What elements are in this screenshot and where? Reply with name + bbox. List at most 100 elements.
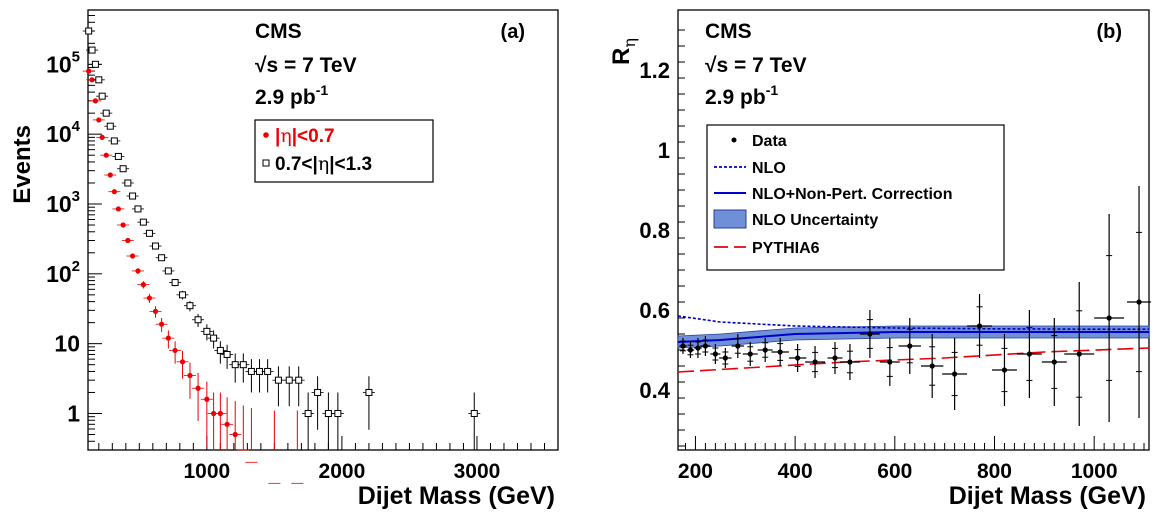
data-point — [129, 192, 137, 200]
nlo-curve — [677, 315, 1149, 331]
data-marker — [735, 343, 741, 349]
data-point — [204, 396, 210, 402]
data-point — [211, 410, 217, 417]
data-point — [274, 376, 282, 384]
data-point — [195, 385, 201, 391]
panel-b-experiment-label: CMS — [705, 20, 752, 43]
data-point — [120, 222, 126, 228]
data-point — [159, 321, 165, 327]
data-point — [216, 346, 224, 354]
data-point — [304, 409, 312, 417]
data-point — [88, 46, 96, 54]
data-marker — [952, 371, 958, 377]
panel-b: 200 400 600 800 1000 0.4 0.6 0.8 1 1.2 Dijet Mas… — [608, 9, 1152, 510]
y-tick-label: 105 — [46, 48, 80, 77]
data-point — [99, 134, 105, 140]
panel-b-y-axis-label: Rη — [608, 38, 639, 65]
panel-a-lumi-label: 2.9 pb-1 — [255, 82, 328, 109]
data-point — [217, 410, 223, 417]
panel-a-legend-box — [254, 119, 434, 183]
panel-b-curves — [677, 315, 1150, 373]
data-point — [1094, 214, 1125, 422]
legend-forward-pre: 0.7<| — [275, 154, 318, 175]
data-point — [110, 137, 118, 145]
data-point — [146, 295, 153, 301]
x-tick-label: 200 — [678, 460, 713, 483]
legend-central-pre: | — [275, 126, 280, 147]
data-point — [771, 338, 789, 366]
data-point — [152, 242, 160, 250]
data-point — [731, 334, 745, 358]
data-marker — [712, 351, 718, 357]
data-marker — [680, 343, 686, 349]
data-point — [125, 237, 131, 244]
data-point — [92, 98, 99, 104]
panel-b-legend: Data NLO NLO+Non-Pert. Correction NLO Un… — [706, 124, 1005, 271]
data-point — [98, 92, 106, 100]
y-label-sub: η — [620, 38, 639, 48]
legend-data-marker — [731, 137, 737, 143]
panel-a-energy-label: √s = 7 TeV — [255, 54, 357, 77]
legend-central-eta: η — [280, 125, 291, 147]
data-point — [1127, 186, 1152, 418]
data-point — [239, 361, 247, 369]
panel-b-ticks — [678, 29, 1145, 450]
data-point — [86, 68, 92, 74]
data-point — [879, 338, 900, 386]
legend-band-swatch — [713, 209, 747, 229]
data-point — [102, 109, 110, 117]
lumi-sup: -1 — [316, 82, 329, 98]
series-central — [82, 68, 304, 484]
data-point — [114, 152, 122, 160]
data-point — [172, 347, 178, 354]
data-point — [106, 122, 114, 130]
panel-a-legend: |η|<0.7 0.7<|η|<1.3 — [254, 119, 434, 183]
x-tick-label: 800 — [977, 460, 1012, 483]
data-marker — [887, 359, 893, 365]
data-marker — [832, 355, 838, 361]
data-point — [920, 334, 944, 398]
panel-b-x-tick-labels: 200 400 600 800 1000 — [678, 460, 1118, 483]
legend-data-label: Data — [752, 133, 787, 150]
panel-b-frame — [677, 9, 1150, 451]
data-point — [134, 205, 142, 213]
data-marker — [867, 331, 873, 337]
data-point — [694, 338, 702, 358]
data-point — [827, 342, 843, 374]
data-marker — [795, 355, 801, 361]
data-marker — [1076, 351, 1082, 357]
data-point — [992, 334, 1017, 406]
data-marker — [847, 359, 853, 365]
data-marker — [976, 323, 983, 329]
panel-a-experiment-label: CMS — [255, 20, 302, 43]
legend-forward-post: |<1.3 — [329, 154, 372, 175]
x-tick-label: 1000 — [1071, 460, 1118, 483]
data-point — [107, 172, 113, 178]
data-marker — [929, 363, 935, 369]
legend-forward-eta: η — [318, 153, 329, 175]
data-point — [679, 338, 687, 354]
legend-label-central: |η|<0.7 — [275, 125, 335, 147]
data-point — [256, 367, 264, 375]
panel-b-lumi-label: 2.9 pb-1 — [705, 82, 778, 109]
panel-b-y-tick-labels: 0.4 0.6 0.8 1 1.2 — [639, 58, 670, 403]
data-marker — [777, 349, 783, 355]
data-point — [103, 152, 109, 158]
data-point — [124, 179, 132, 187]
data-point — [1064, 282, 1095, 426]
panel-a-y-axis-label: Events — [9, 125, 36, 204]
data-point — [115, 206, 121, 212]
data-point — [686, 342, 695, 358]
panel-a: 1000 2000 3000 1 10 102 103 104 105 Dijet Mass … — [9, 9, 559, 510]
data-point — [223, 350, 231, 358]
data-point — [135, 268, 141, 274]
data-point — [700, 336, 711, 356]
data-point — [264, 367, 272, 375]
data-marker — [687, 347, 694, 353]
y-tick-label: 102 — [46, 258, 80, 287]
y-tick-label: 1.2 — [639, 58, 670, 83]
sqrt-symbol-b: √ — [705, 54, 717, 77]
lumi-base-b: 2.9 pb — [705, 86, 766, 109]
data-point — [898, 318, 921, 374]
